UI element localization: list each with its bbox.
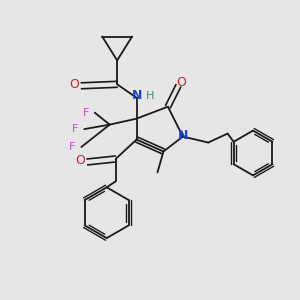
Text: N: N xyxy=(132,89,142,102)
Text: F: F xyxy=(69,142,76,152)
Text: N: N xyxy=(178,129,188,142)
Text: F: F xyxy=(72,124,79,134)
Text: O: O xyxy=(75,154,85,167)
Text: O: O xyxy=(69,78,79,91)
Text: H: H xyxy=(146,91,154,101)
Text: F: F xyxy=(82,108,89,118)
Text: O: O xyxy=(176,76,186,89)
